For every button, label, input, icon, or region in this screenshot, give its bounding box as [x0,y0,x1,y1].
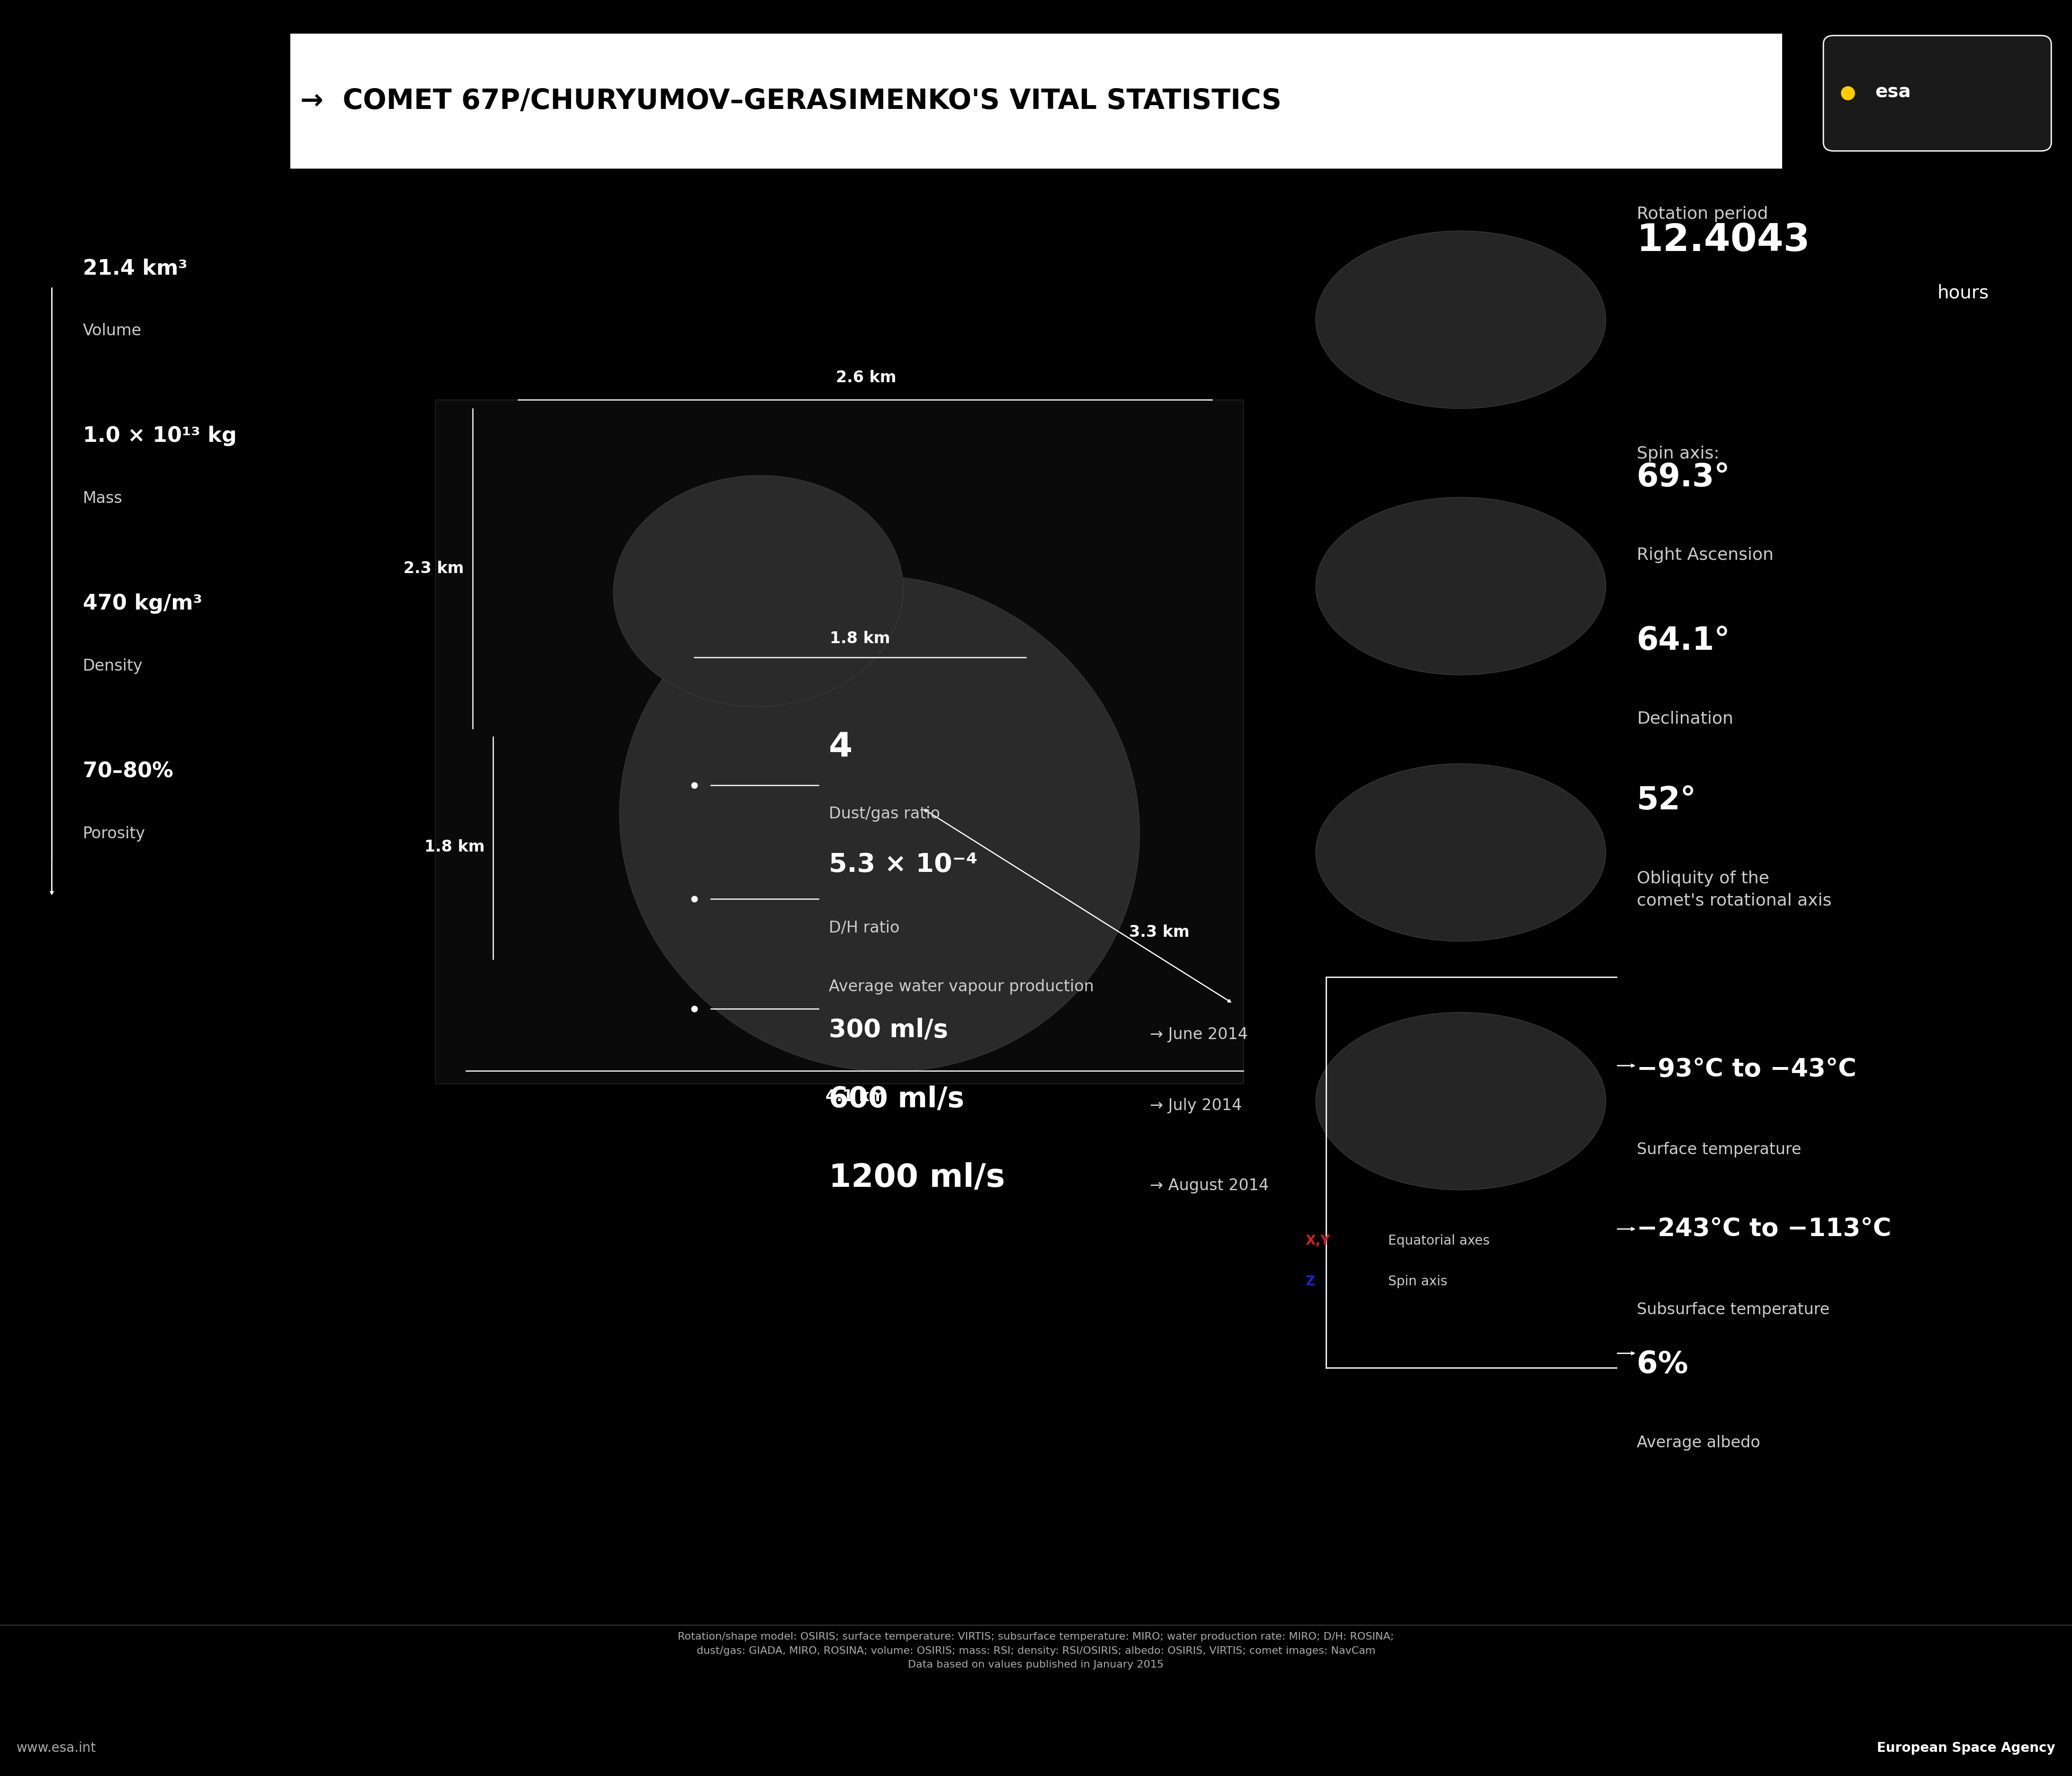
Ellipse shape [1316,497,1606,675]
Text: Mass: Mass [83,490,122,506]
Text: 64.1°: 64.1° [1637,625,1730,657]
Text: Obliquity of the
comet's rotational axis: Obliquity of the comet's rotational axis [1637,870,1832,909]
Text: 300 ml/s: 300 ml/s [829,1018,949,1043]
Text: ●: ● [1840,83,1857,101]
Text: European Space Agency: European Space Agency [1877,1742,2055,1755]
Text: 1.8 km: 1.8 km [829,630,891,646]
Text: 69.3°: 69.3° [1637,462,1730,494]
Text: X,Y: X,Y [1305,1234,1330,1247]
Text: 2.6 km: 2.6 km [835,369,897,385]
Text: 6%: 6% [1637,1350,1689,1380]
Text: Surface temperature: Surface temperature [1637,1142,1801,1158]
Text: −93°C to −43°C: −93°C to −43°C [1637,1057,1857,1082]
Text: 52°: 52° [1637,785,1697,817]
Ellipse shape [1316,764,1606,941]
Text: Average water vapour production: Average water vapour production [829,979,1094,995]
Text: Dust/gas ratio: Dust/gas ratio [829,806,941,822]
Text: Rotation/shape model: OSIRIS; surface temperature: VIRTIS; subsurface temperatur: Rotation/shape model: OSIRIS; surface te… [678,1632,1394,1669]
Text: Equatorial axes: Equatorial axes [1388,1234,1490,1247]
Text: −243°C to −113°C: −243°C to −113°C [1637,1217,1892,1241]
Text: Porosity: Porosity [83,826,145,842]
Text: Average albedo: Average albedo [1637,1435,1761,1451]
Text: 4.1 km: 4.1 km [825,1089,887,1105]
Text: 1.8 km: 1.8 km [425,840,485,854]
Text: 4: 4 [829,732,854,764]
Text: → August 2014: → August 2014 [1150,1177,1268,1193]
Text: 3.3 km: 3.3 km [1129,925,1189,940]
FancyBboxPatch shape [290,34,1782,169]
Ellipse shape [1316,231,1606,408]
Text: D/H ratio: D/H ratio [829,920,899,936]
Text: Density: Density [83,659,143,673]
Ellipse shape [613,476,903,707]
Text: 2.3 km: 2.3 km [404,561,464,575]
Text: Right Ascension: Right Ascension [1637,547,1774,563]
FancyBboxPatch shape [1823,36,2051,151]
Text: 21.4 km³: 21.4 km³ [83,259,186,279]
Ellipse shape [1316,1012,1606,1190]
Text: 1.0 × 10¹³ kg: 1.0 × 10¹³ kg [83,426,236,446]
Text: 600 ml/s: 600 ml/s [829,1085,963,1114]
Text: 5.3 × 10⁻⁴: 5.3 × 10⁻⁴ [829,852,978,877]
Text: → June 2014: → June 2014 [1150,1027,1247,1043]
Text: 470 kg/m³: 470 kg/m³ [83,593,203,614]
Text: 70–80%: 70–80% [83,762,174,781]
Text: 1200 ml/s: 1200 ml/s [829,1162,1005,1193]
Text: Subsurface temperature: Subsurface temperature [1637,1302,1830,1318]
Text: hours: hours [1937,284,1989,302]
Text: Rotation period: Rotation period [1637,206,1767,222]
Text: 12.4043: 12.4043 [1637,222,1811,259]
Text: → July 2014: → July 2014 [1150,1098,1241,1114]
FancyBboxPatch shape [435,400,1243,1083]
Text: esa: esa [1875,83,1910,101]
Text: www.esa.int: www.esa.int [17,1742,95,1755]
Ellipse shape [620,575,1140,1071]
Text: Z: Z [1305,1275,1316,1288]
Text: Spin axis:: Spin axis: [1637,446,1720,462]
Text: →  COMET 67P/CHURYUMOV–GERASIMENKO'S VITAL STATISTICS: → COMET 67P/CHURYUMOV–GERASIMENKO'S VITA… [300,87,1283,115]
Text: Volume: Volume [83,323,141,339]
Text: Spin axis: Spin axis [1388,1275,1448,1288]
Text: Declination: Declination [1637,710,1734,726]
